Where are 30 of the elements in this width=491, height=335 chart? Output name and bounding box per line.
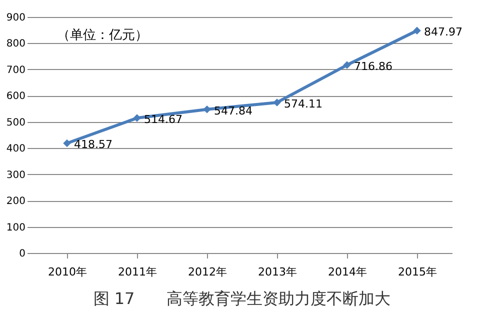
data-label: 574.11: [284, 97, 322, 110]
x-tick-label: 2015年: [398, 266, 437, 278]
y-tick-label: 600: [6, 91, 26, 102]
y-tick-label: 0: [19, 248, 26, 260]
point: [273, 98, 281, 106]
x-tick-label: 2011年: [118, 266, 157, 278]
point: [343, 61, 351, 69]
point: [63, 139, 71, 148]
y-tick-label: 200: [6, 196, 26, 208]
y-tick-label: 300: [6, 170, 26, 181]
data-label: 716.86: [354, 60, 392, 74]
y-tick-label: 100: [6, 222, 26, 234]
y-tick-label: 900: [6, 12, 26, 24]
x-tick-label: 2010年: [48, 266, 87, 278]
annotation: （单位：亿元）: [57, 28, 148, 43]
point: [133, 114, 141, 122]
x-tick-label: 2012年: [188, 266, 227, 278]
text: 图 17 高等教育学生资助力度不断加大: [93, 289, 391, 308]
point: [413, 26, 421, 35]
y-tick-label: 400: [6, 144, 26, 155]
y-tick-label: 500: [6, 117, 26, 128]
data-label: 847.97: [424, 26, 462, 39]
data-label: 514.67: [144, 113, 182, 126]
x-tick-label: 2013年: [258, 266, 297, 278]
point: [203, 105, 211, 114]
data-label: 418.57: [74, 138, 112, 152]
y-tick-label: 700: [6, 64, 26, 76]
data-label: 547.84: [214, 104, 252, 118]
y-tick-label: 800: [6, 38, 26, 50]
x-tick-label: 2014年: [328, 266, 367, 278]
